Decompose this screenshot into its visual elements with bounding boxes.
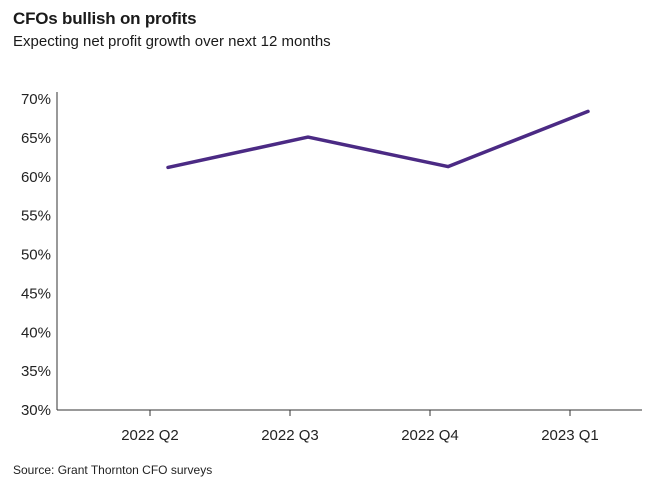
y-tick-label: 35% (21, 363, 51, 380)
series-line (166, 109, 590, 170)
y-tick-label: 40% (21, 324, 51, 341)
source-note: Source: Grant Thornton CFO surveys (13, 463, 213, 477)
y-axis: 70% 65% 60% 55% 50% 45% 40% 35% 30% (21, 91, 58, 419)
y-tick-labels: 70% 65% 60% 55% 50% 45% 40% 35% 30% (21, 91, 51, 419)
chart-subtitle: Expecting net profit growth over next 12… (13, 33, 331, 50)
y-tick-label: 60% (21, 169, 51, 186)
x-tick-label: 2023 Q1 (541, 427, 599, 444)
x-tick-label: 2022 Q4 (401, 427, 459, 444)
y-tick-label: 65% (21, 130, 51, 147)
y-tick-label: 50% (21, 247, 51, 264)
series-group (166, 109, 590, 170)
x-tick-labels: 2022 Q2 2022 Q3 2022 Q4 2023 Q1 (121, 427, 599, 444)
y-tick-label: 30% (21, 402, 51, 419)
x-ticks (149, 410, 571, 416)
chart-title: CFOs bullish on profits (13, 9, 197, 28)
x-axis: 2022 Q2 2022 Q3 2022 Q4 2023 Q1 (57, 409, 642, 444)
y-tick-label: 70% (21, 91, 51, 108)
x-tick-label: 2022 Q3 (261, 427, 319, 444)
y-tick-label: 55% (21, 208, 51, 225)
x-tick-label: 2022 Q2 (121, 427, 179, 444)
y-tick-label: 45% (21, 285, 51, 302)
